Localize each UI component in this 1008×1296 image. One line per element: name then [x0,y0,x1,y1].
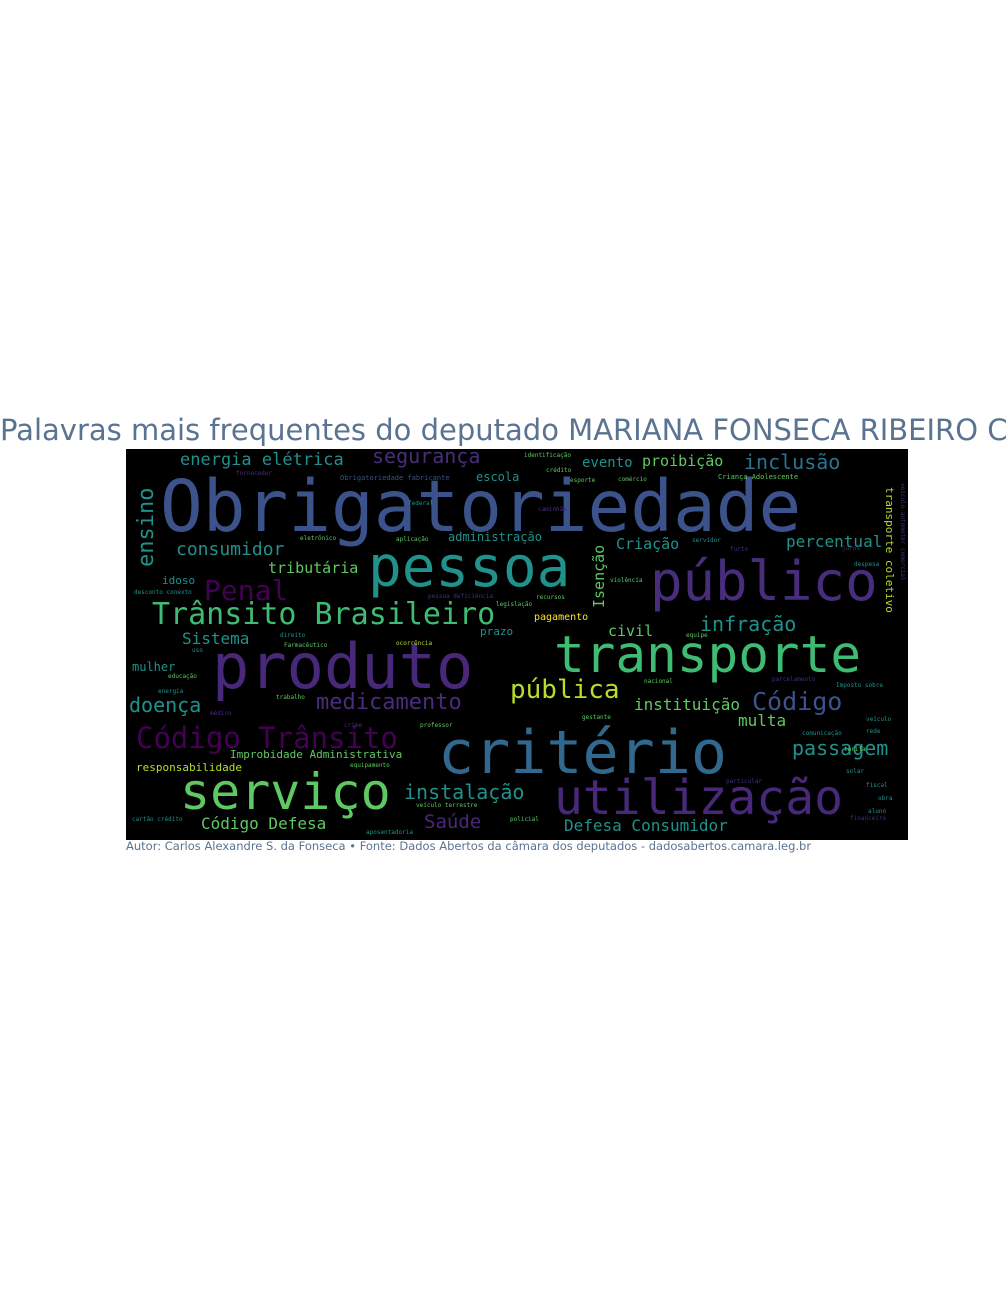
word-direito: direito [280,632,306,639]
word-obrigatoriedade-fabricante: Obrigatoriedade fabricante [340,474,450,482]
word-seguranca: segurança [372,449,481,468]
word-administracao: administração [448,530,542,544]
word-esporte: esporte [570,477,596,484]
word-instituicao: instituição [634,695,740,714]
word-furto: furto [730,546,749,553]
word-farmaceutico: Farmacêutico [284,642,328,649]
word-isencao: Isenção [590,544,608,608]
word-aposentadoria: aposentadoria [366,829,413,836]
word-fiscal: fiscal [866,782,888,789]
word-fornecedor: fornecedor [236,470,273,477]
word-crianca-adolescente: Criança Adolescente [718,473,799,481]
word-defesa-consumidor: Defesa Consumidor [564,816,728,835]
word-veiculo: veículo [866,716,892,723]
word-equipamento: equipamento [350,762,390,769]
word-codigo-defesa: Código Defesa [201,814,327,833]
word-eletronico: eletrônico [300,535,337,542]
word-improbidade-administrativa: Improbidade Administrativa [230,748,403,761]
word-publica: pública [510,675,620,705]
word-codigo: Código [752,687,843,716]
word-solar: solar [846,768,865,775]
word-doenca: doença [129,693,202,717]
word-comunicacao: comunicação [802,730,842,737]
word-nacional: nacional [644,678,673,685]
word-transporte: transporte [554,626,862,685]
word-passagem: passagem [792,736,889,760]
word-transito-brasileiro: Trânsito Brasileiro [152,597,496,632]
word-medicamento: medicamento [316,690,462,715]
word-utilizacao: utilização [554,770,843,826]
word-equipe: equipe [686,632,708,639]
word-energia: energia [158,688,184,695]
word-servico: serviço [180,763,391,821]
word-ocorrencia: ocorrência [396,640,433,647]
word-professor: professor [420,722,453,729]
word-criterio: critério [438,718,727,788]
word-particular: particular [726,778,763,785]
word-percentual: percentual [786,532,883,551]
word-cloud: Obrigatoriedade pessoa público produto t… [126,449,908,840]
word-federal: federal [408,500,434,507]
word-identificacao: identificação [524,452,571,459]
word-produto: produto [212,630,474,703]
word-energia-eletrica: energia elétrica [180,450,344,470]
word-prazo: prazo [480,625,514,638]
word-transporte-coletivo: transporte coletivo [883,487,896,613]
word-policial: policial [510,816,539,823]
word-imposto-sobre: Imposto sobre [836,682,883,689]
word-financeiro: financeiro [850,815,887,822]
word-evento: evento [582,455,633,471]
word-crime: crime [344,722,363,729]
word-responsabilidade: responsabilidade [136,761,242,774]
word-educacao: educação [168,673,197,680]
word-proibicao: proibição [642,452,724,470]
word-multa: multa [738,711,787,730]
word-publico: público [650,550,878,613]
word-parcelamento: parcelamento [772,676,816,683]
word-inclusao: inclusão [744,450,841,474]
figure-title: Palavras mais frequentes do deputado MAR… [0,413,1008,447]
word-servidor: servidor [692,537,721,544]
word-idoso: idoso [162,574,196,587]
word-instalacao: instalação [404,780,525,804]
word-obra: obra [878,795,893,802]
word-despesa: despesa [854,561,880,568]
word-desconto-conexto: desconto conexto [134,589,192,596]
word-caminhao: caminhão [538,506,567,513]
word-veiculo-terrestre: veículo terrestre [416,802,478,809]
word-ensino: ensino [134,487,159,567]
word-cartao-credito: cartão crédito [132,816,183,823]
word-civil: civil [608,622,654,640]
word-pagamento: pagamento [534,612,589,623]
word-infracao: infração [700,612,797,636]
word-sistema: Sistema [182,629,250,648]
word-mulher: mulher [132,660,176,674]
word-gestante: gestante [582,714,611,721]
word-pessoa-deficiencia: pessoa deficiência [428,593,494,600]
word-rede: rede [866,728,881,735]
word-juros: juros [842,545,861,552]
word-trabalho: trabalho [276,694,305,701]
word-saude: Saúde [424,811,482,833]
word-recursos: recursos [536,594,565,601]
word-credito: crédito [546,467,572,474]
word-veiculo-automotor-comercial: veículo automotor comercial [899,483,906,581]
word-consumidor: consumidor [176,539,285,560]
credits-footer: Autor: Carlos Alexandre S. da Fonseca • … [126,839,812,853]
word-comercio: comércio [618,476,647,483]
word-uso: uso [192,647,203,654]
word-criacao: Criação [616,535,680,553]
word-pessoa: pessoa [368,535,571,600]
word-codigo-transito: Código Trânsito [136,721,398,755]
word-medico: médico [210,710,232,717]
word-obrigatoriedade: Obrigatoriedade [160,465,802,548]
word-escola: escola [476,470,520,484]
word-aplicacao: aplicação [396,536,429,543]
word-tributaria: tributária [268,559,359,577]
word-legislacao: legislação [496,601,533,608]
word-violencia: violência [610,577,643,584]
word-penal: Penal [204,574,289,607]
word-aluno: aluno [868,808,887,815]
word-tarifa: tarifa [844,746,866,753]
